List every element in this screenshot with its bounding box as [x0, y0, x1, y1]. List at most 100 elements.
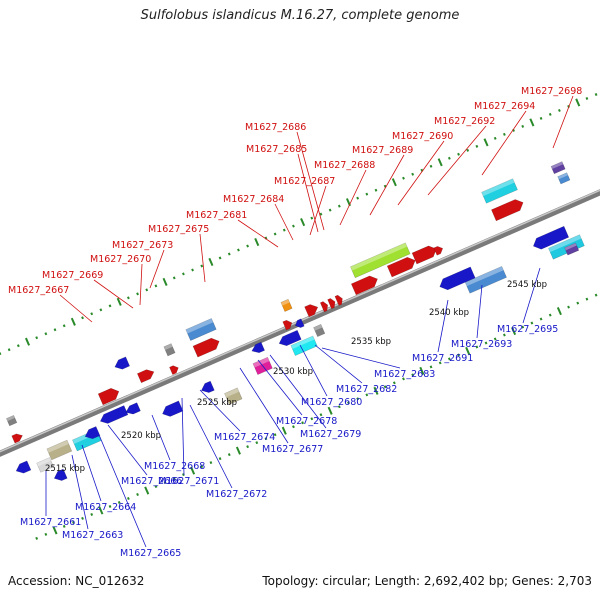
- track-dot: [81, 516, 84, 520]
- track-dot: [163, 481, 167, 485]
- forward-genes: [6, 161, 585, 473]
- reverse-gene-label: M1627_2672: [206, 489, 267, 500]
- forward-gene-arrow: [491, 199, 524, 222]
- forward-gene-arrow: [97, 388, 120, 406]
- track-dot: [539, 317, 543, 321]
- track-dot: [345, 198, 351, 207]
- track-dot: [319, 413, 323, 417]
- track-dot: [539, 116, 543, 120]
- track-dot: [493, 136, 497, 140]
- forward-gene-labels: M1627_2667 M1627_2669 M1627_2670 M1627_2673…: [8, 86, 582, 296]
- gene-box: [548, 234, 585, 260]
- forward-gene-label: M1627_2687: [274, 176, 335, 187]
- track-dot: [208, 257, 214, 267]
- gene-box: [290, 335, 318, 356]
- track-dot: [218, 457, 222, 461]
- reverse-gene-label: M1627_2680: [301, 397, 362, 408]
- track-dot: [483, 138, 489, 147]
- forward-gene-label: M1627_2681: [186, 210, 247, 221]
- track-dot: [108, 304, 112, 308]
- track-dot: [585, 297, 589, 301]
- track-dot: [327, 406, 333, 415]
- position-label: 2530 kbp: [273, 367, 313, 377]
- track-dot: [365, 192, 369, 196]
- track-dot: [7, 348, 11, 352]
- reverse-gene-label: M1627_2671: [158, 476, 219, 487]
- track-dot: [200, 465, 204, 469]
- genome-stats: Topology: circular; Length: 2,692,402 bp…: [262, 574, 592, 588]
- reverse-gene-label: M1627_2693: [451, 339, 512, 350]
- track-dot: [191, 268, 194, 272]
- reverse-gene-arrow: [53, 468, 68, 481]
- track-dot: [154, 485, 158, 489]
- gene-box: [313, 323, 326, 337]
- track-dot: [136, 292, 139, 296]
- track-dot: [16, 344, 20, 348]
- track-dot: [447, 357, 451, 361]
- track-dot: [145, 288, 149, 292]
- forward-gene-label: M1627_2673: [112, 240, 173, 251]
- forward-gene-label: M1627_2686: [245, 122, 306, 133]
- forward-gene-label: M1627_2667: [8, 285, 69, 296]
- track-dot: [465, 346, 471, 356]
- forward-gene-arrow: [304, 304, 319, 318]
- reverse-genes: [15, 225, 570, 481]
- gene-box: [6, 414, 18, 427]
- track-dot: [475, 345, 479, 349]
- track-dot: [126, 296, 130, 300]
- track-dot: [117, 500, 121, 504]
- track-dot: [154, 284, 158, 288]
- track-dot: [281, 426, 287, 435]
- reverse-gene-label: M1627_2666: [121, 476, 182, 487]
- reverse-gene-label: M1627_2695: [497, 324, 558, 335]
- reverse-gene-arrow: [200, 380, 215, 393]
- gene-box: [550, 161, 566, 175]
- track-dot: [227, 453, 231, 457]
- track-dot: [209, 461, 213, 465]
- track-dot: [53, 328, 57, 332]
- forward-gene-label: M1627_2698: [521, 86, 582, 97]
- reverse-gene-arrow: [162, 400, 184, 417]
- track-dot: [190, 466, 196, 475]
- track-dot: [484, 341, 488, 345]
- track-dot: [62, 524, 66, 528]
- reverse-gene-arrow: [251, 341, 265, 354]
- forward-gene-label: M1627_2675: [148, 224, 209, 235]
- track-dot: [246, 244, 249, 248]
- reverse-gene-arrow: [439, 266, 476, 291]
- track-dot: [144, 486, 150, 495]
- track-dot: [0, 352, 2, 356]
- forward-gene-arrow: [386, 256, 416, 278]
- reverse-gene-arrow: [114, 356, 130, 370]
- track-dot: [392, 381, 396, 385]
- gene-box: [564, 242, 580, 256]
- forward-gene-arrow: [282, 319, 293, 331]
- position-label: 2535 kbp: [351, 337, 391, 347]
- track-dot: [273, 433, 277, 437]
- track-dot: [502, 333, 506, 337]
- reverse-gene-labels: M1627_2661 M1627_2663 M1627_2664 M1627_2665…: [20, 324, 558, 559]
- reverse-gene-label: M1627_2691: [412, 353, 473, 364]
- reverse-gene-label: M1627_2665: [120, 548, 181, 559]
- track-dot: [402, 377, 405, 381]
- position-label: 2545 kbp: [507, 280, 547, 290]
- track-dot: [594, 293, 598, 297]
- track-dot: [337, 405, 341, 409]
- track-dot: [521, 124, 525, 128]
- gene-box: [464, 266, 507, 294]
- label-leader-lines: [45, 95, 574, 548]
- track-dot: [493, 337, 497, 341]
- track-dot: [301, 421, 305, 425]
- track-dot: [172, 477, 176, 481]
- reverse-gene-arrow: [84, 426, 101, 440]
- track-dot: [373, 386, 379, 395]
- track-dot: [136, 493, 139, 497]
- gene-box: [36, 457, 54, 473]
- reverse-gene-label: M1627_2663: [62, 530, 123, 541]
- track-dot: [337, 204, 341, 208]
- forward-gene-label: M1627_2694: [474, 101, 535, 112]
- track-dot: [99, 308, 103, 312]
- track-dot: [457, 152, 460, 156]
- track-dot: [292, 224, 295, 228]
- reverse-gene-label: M1627_2664: [75, 502, 136, 513]
